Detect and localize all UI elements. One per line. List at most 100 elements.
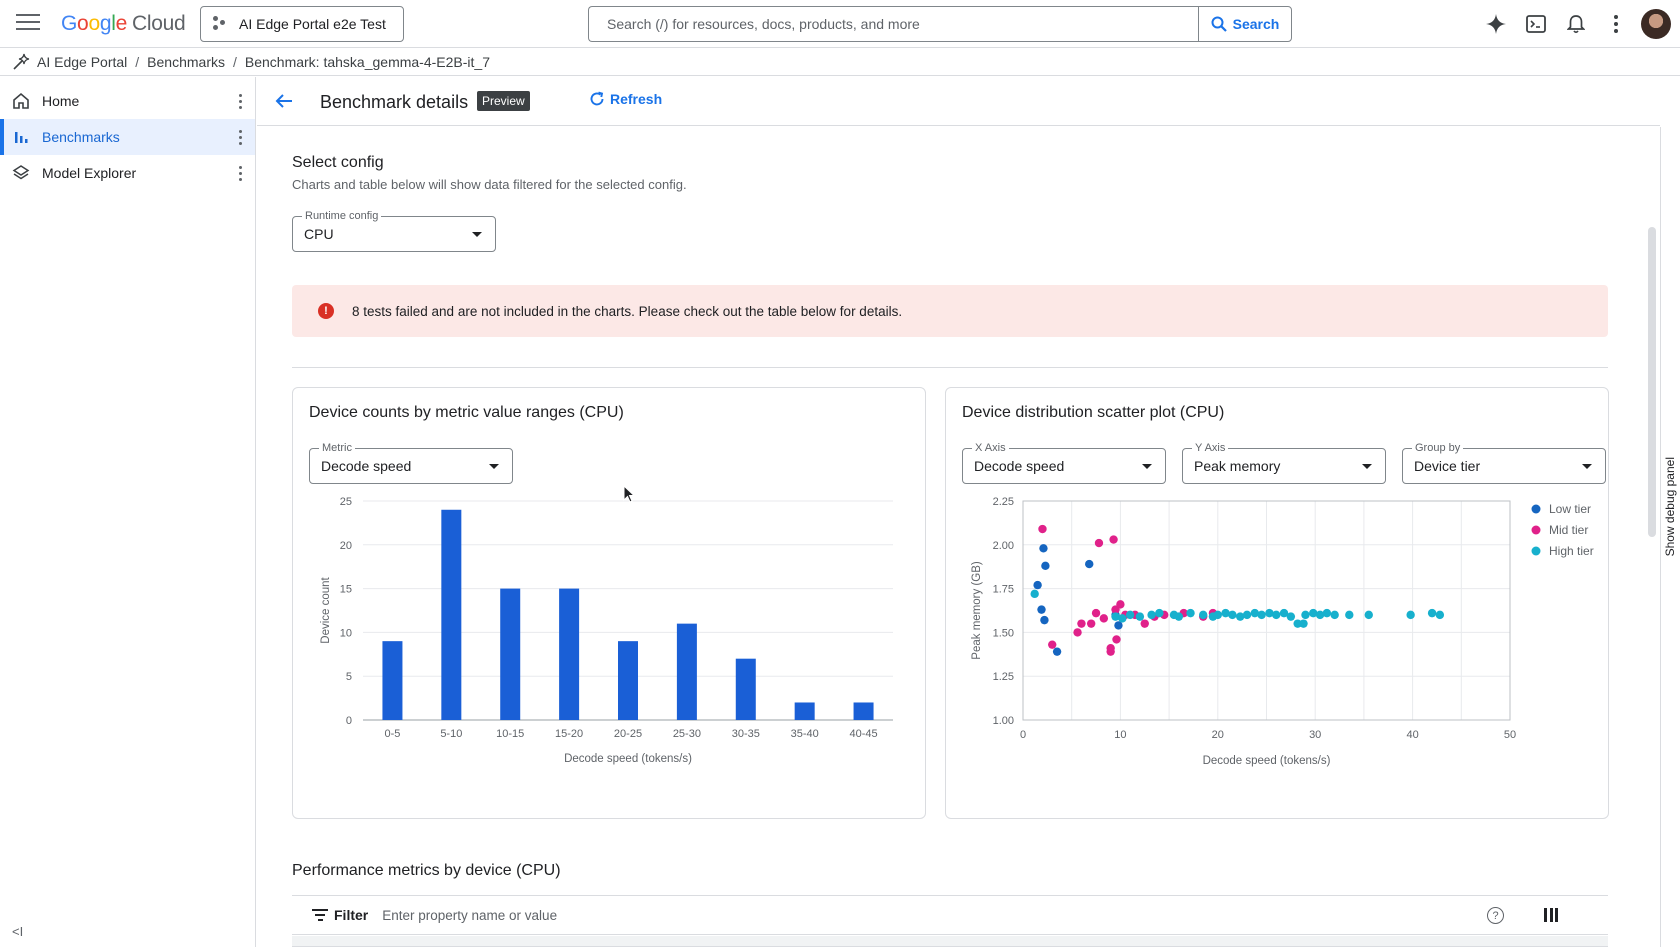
dropdown-caret-icon bbox=[1142, 464, 1152, 469]
filter-icon bbox=[312, 909, 328, 921]
y-tick-label: 15 bbox=[340, 584, 352, 596]
runtime-config-select[interactable]: Runtime config CPU bbox=[292, 209, 496, 252]
scatter-point bbox=[1038, 524, 1047, 534]
account-avatar[interactable] bbox=[1641, 9, 1671, 39]
bar bbox=[441, 509, 462, 720]
metric-select[interactable]: Metric Decode speed bbox=[309, 441, 513, 484]
gemini-sparkle-icon[interactable] bbox=[1484, 12, 1508, 36]
mouse-cursor-icon bbox=[623, 485, 635, 503]
scatter-point bbox=[1041, 561, 1050, 571]
scatter-point bbox=[1033, 580, 1042, 590]
bar bbox=[794, 702, 815, 720]
column-display-icon[interactable] bbox=[1544, 908, 1558, 922]
google-cloud-logo[interactable]: Google Cloud bbox=[61, 12, 186, 35]
x-tick-label: 0-5 bbox=[384, 728, 400, 740]
more-vert-icon[interactable] bbox=[1604, 12, 1628, 36]
cloud-shell-icon[interactable] bbox=[1524, 12, 1548, 36]
y-tick-label: 10 bbox=[340, 627, 352, 639]
scatter-point bbox=[1265, 608, 1274, 618]
bar bbox=[676, 623, 697, 720]
scatter-point bbox=[1257, 610, 1266, 620]
legend-marker bbox=[1531, 525, 1541, 535]
runtime-config-value: CPU bbox=[304, 226, 334, 242]
refresh-button[interactable]: Refresh bbox=[589, 91, 662, 107]
filter-bar: Filter Enter property name or value ? bbox=[292, 895, 1608, 935]
search-icon bbox=[1211, 16, 1227, 32]
project-dots-icon bbox=[213, 16, 229, 32]
refresh-icon bbox=[590, 91, 604, 106]
bar bbox=[559, 588, 580, 720]
sidebar-item-label: Model Explorer bbox=[42, 165, 137, 181]
y-tick-label: 5 bbox=[346, 671, 352, 683]
more-vert-icon[interactable] bbox=[237, 164, 243, 182]
y-tick-label: 1.75 bbox=[993, 584, 1014, 596]
breadcrumb-benchmark-current: Benchmark: tahska_gemma-4-E2B-it_7 bbox=[244, 53, 490, 70]
filter-button[interactable]: Filter bbox=[334, 907, 369, 923]
x-axis-select[interactable]: X Axis Decode speed bbox=[962, 441, 1166, 484]
menu-icon[interactable] bbox=[16, 14, 40, 34]
debug-panel-label: Show debug panel bbox=[1663, 457, 1677, 557]
scatter-point bbox=[1345, 610, 1354, 620]
x-tick-label: 40-45 bbox=[849, 728, 877, 740]
filter-input[interactable]: Enter property name or value bbox=[382, 907, 558, 923]
scatter-point bbox=[1228, 610, 1237, 620]
x-tick-label: 20 bbox=[1212, 729, 1224, 741]
table-header-row bbox=[292, 936, 1608, 947]
debug-panel-tab[interactable]: Show debug panel bbox=[1660, 127, 1680, 947]
y-axis-title: Peak memory (GB) bbox=[971, 561, 983, 660]
breadcrumb-benchmarks[interactable]: Benchmarks bbox=[147, 53, 225, 70]
y-axis-select[interactable]: Y Axis Peak memory bbox=[1182, 441, 1386, 484]
sidebar-item-label: Home bbox=[42, 93, 80, 109]
x-tick-label: 30-35 bbox=[732, 728, 760, 740]
back-arrow-icon[interactable] bbox=[273, 90, 295, 112]
page-title: Benchmark details bbox=[320, 92, 469, 112]
error-banner: ! 8 tests failed and are not included in… bbox=[292, 285, 1608, 337]
error-message: 8 tests failed and are not included in t… bbox=[352, 303, 903, 319]
group-by-select[interactable]: Group by Device tier bbox=[1402, 441, 1606, 484]
scatter-point bbox=[1286, 612, 1296, 621]
search-button[interactable]: Search bbox=[1198, 6, 1292, 42]
page-scrollbar[interactable] bbox=[1644, 127, 1660, 947]
bar-chart-icon bbox=[15, 132, 28, 143]
breadcrumb-ai-edge-portal[interactable]: AI Edge Portal bbox=[37, 53, 128, 70]
page-header: Benchmark details Preview Refresh bbox=[257, 77, 1660, 126]
search-input[interactable]: Search (/) for resources, docs, products… bbox=[588, 6, 1199, 42]
x-tick-label: 35-40 bbox=[791, 728, 819, 740]
collapse-sidebar-button[interactable]: <I bbox=[12, 924, 24, 939]
metric-value: Decode speed bbox=[321, 458, 412, 474]
scatter-point bbox=[1322, 608, 1332, 618]
x-tick-label: 10-15 bbox=[496, 728, 524, 740]
scatter-point bbox=[1086, 619, 1096, 628]
scatter-point bbox=[1155, 608, 1164, 618]
more-vert-icon[interactable] bbox=[237, 128, 243, 146]
notifications-bell-icon[interactable] bbox=[1564, 12, 1588, 36]
scatter-point bbox=[1147, 610, 1156, 620]
scatter-point bbox=[1198, 610, 1208, 620]
project-picker-button[interactable]: AI Edge Portal e2e Test bbox=[200, 6, 404, 42]
error-icon: ! bbox=[318, 303, 334, 319]
scatter-point bbox=[1118, 614, 1127, 623]
legend-label: High tier bbox=[1549, 544, 1594, 558]
sidebar-item-home[interactable]: Home bbox=[0, 83, 255, 119]
more-vert-icon[interactable] bbox=[237, 92, 243, 110]
dropdown-caret-icon bbox=[472, 232, 482, 237]
x-axis-title: Decode speed (tokens/s) bbox=[1203, 755, 1331, 767]
scatter-point bbox=[1406, 610, 1415, 620]
histogram-card: Device counts by metric value ranges (CP… bbox=[292, 387, 926, 819]
x-tick-label: 15-20 bbox=[555, 728, 583, 740]
sidebar-item-benchmarks[interactable]: Benchmarks bbox=[0, 119, 255, 155]
scatter-chart: 1.00 1.25 1.50 1.75 2.00 2.25 0 10 20 30 40 50 Low t… bbox=[971, 496, 1594, 767]
help-icon[interactable]: ? bbox=[1487, 907, 1504, 924]
bar bbox=[853, 702, 874, 720]
scrollbar-thumb[interactable] bbox=[1648, 227, 1656, 537]
scatter-point bbox=[1094, 538, 1104, 548]
y-tick-label: 1.50 bbox=[993, 627, 1014, 639]
bar bbox=[382, 641, 403, 720]
dropdown-caret-icon bbox=[1362, 464, 1372, 469]
sidebar: Home Benchmarks Model Explorer <I bbox=[0, 77, 256, 947]
scatter-point bbox=[1242, 610, 1252, 620]
histogram-title: Device counts by metric value ranges (CP… bbox=[309, 404, 624, 421]
breadcrumb-separator: / bbox=[232, 53, 237, 70]
sidebar-item-model-explorer[interactable]: Model Explorer bbox=[0, 155, 255, 191]
histogram-chart: 0 5 10 15 20 25 0-5 5-10 10-15 15-20 20-25 25-30 30-… bbox=[320, 496, 893, 765]
